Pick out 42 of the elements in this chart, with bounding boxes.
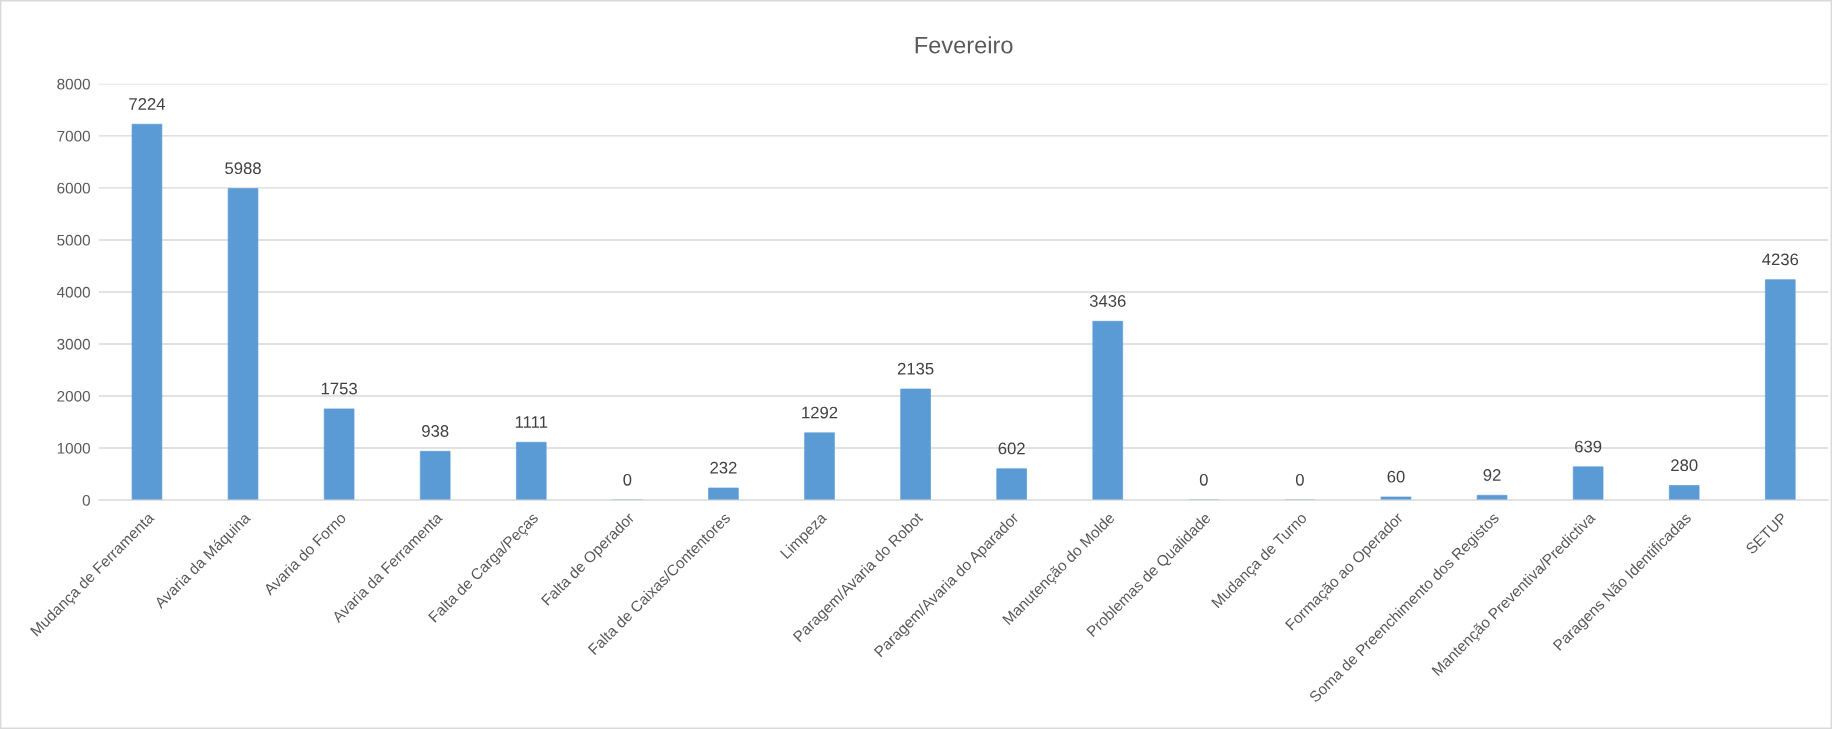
data-label: 1111 xyxy=(515,416,548,428)
bar xyxy=(1572,466,1604,501)
data-label: 1292 xyxy=(802,406,838,419)
bar xyxy=(131,123,163,501)
y-tick-label: 0 xyxy=(82,494,90,506)
bar xyxy=(1668,485,1700,501)
y-tick-label: 3000 xyxy=(57,338,90,350)
data-label: 5988 xyxy=(225,162,261,175)
bar xyxy=(804,432,835,501)
bar xyxy=(996,468,1027,501)
data-label: 4236 xyxy=(1762,253,1799,266)
bar xyxy=(323,408,355,501)
bar xyxy=(419,450,451,501)
y-tick-label: 7000 xyxy=(57,130,90,142)
bar xyxy=(900,388,931,501)
data-label: 602 xyxy=(998,442,1025,455)
data-label: 938 xyxy=(422,425,449,437)
data-label: 0 xyxy=(1295,473,1304,486)
data-label: 60 xyxy=(1387,470,1405,483)
data-label: 3436 xyxy=(1089,295,1126,307)
y-tick-label: 5000 xyxy=(57,234,90,246)
data-label: 2135 xyxy=(897,362,934,375)
bar xyxy=(1380,496,1412,501)
bar xyxy=(516,441,547,501)
y-tick-label: 2000 xyxy=(57,390,90,402)
data-label: 280 xyxy=(1671,459,1698,472)
chart-title: Fevereiro xyxy=(915,36,1013,54)
bar xyxy=(1765,279,1796,501)
y-tick-label: 8000 xyxy=(57,78,90,90)
bar xyxy=(708,487,739,501)
y-tick-label: 1000 xyxy=(57,442,90,454)
data-label: 232 xyxy=(710,461,737,474)
y-tick-label: 4000 xyxy=(56,286,90,298)
y-tick-label: 6000 xyxy=(57,182,90,194)
data-label: 92 xyxy=(1483,469,1501,481)
data-label: 1753 xyxy=(321,382,357,395)
bar xyxy=(227,188,259,501)
data-label: 0 xyxy=(1199,473,1208,486)
bar xyxy=(1092,320,1123,501)
data-label: 7224 xyxy=(129,98,166,110)
data-label: 0 xyxy=(623,473,632,486)
data-label: 639 xyxy=(1575,440,1602,453)
